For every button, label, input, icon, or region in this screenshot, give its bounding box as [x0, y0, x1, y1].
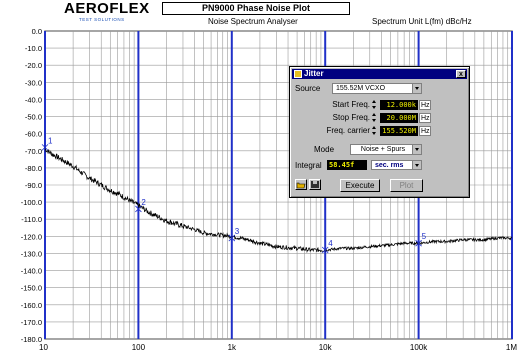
start-freq-input[interactable]: 12.000k: [380, 100, 418, 110]
plot-title: PN9000 Phase Noise Plot: [162, 2, 350, 15]
marker-label: 5: [422, 232, 427, 241]
marker-cross: [228, 234, 236, 242]
marker-label: 4: [328, 239, 333, 248]
aeroflex-logo: AEROFLEX TEST SOLUTIONS: [64, 0, 154, 22]
y-tick-label: -150.0: [21, 284, 42, 293]
start-freq-label: Start Freq.: [332, 100, 370, 109]
start-freq-unit: Hz: [419, 100, 431, 110]
y-tick-label: 0.0: [32, 27, 42, 36]
start-freq-spinner[interactable]: [372, 100, 377, 110]
y-tick-label: -180.0: [21, 335, 42, 344]
y-tick-label: -90.0: [25, 181, 42, 190]
y-tick-label: -80.0: [25, 164, 42, 173]
logo-subtext: TEST SOLUTIONS: [79, 17, 125, 22]
y-tick-label: -140.0: [21, 267, 42, 276]
stop-freq-label: Stop Freq.: [332, 113, 370, 122]
trace-layer: [44, 148, 513, 254]
x-tick-label: 10k: [319, 343, 333, 352]
y-tick-label: -20.0: [25, 61, 42, 70]
x-tick-label: 1M: [506, 343, 517, 352]
phase-noise-trace: [44, 148, 513, 254]
stop-freq-input[interactable]: 20.000M: [380, 113, 418, 123]
y-tick-label: -50.0: [25, 113, 42, 122]
y-tick-label: -100.0: [21, 198, 42, 207]
jitter-dialog: Jitter x Source 155.52M VCXO Start Freq.…: [289, 66, 470, 198]
marker-label: 2: [141, 198, 146, 207]
freq-carrier-spinner[interactable]: [372, 126, 377, 136]
y-tick-label: -110.0: [21, 215, 42, 224]
y-tick-label: -30.0: [25, 78, 42, 87]
y-tick-label: -60.0: [25, 130, 42, 139]
x-tick-label: 100k: [410, 343, 428, 352]
integral-label: Integral: [295, 161, 322, 170]
freq-carrier-label: Freq. carrier: [326, 126, 370, 135]
y-tick-label: -120.0: [21, 232, 42, 241]
integral-unit-select[interactable]: sec. rms: [371, 160, 422, 170]
x-tick-label: 100: [132, 343, 146, 352]
freq-carrier-input[interactable]: 155.520M: [380, 126, 418, 136]
source-label: Source: [295, 84, 321, 93]
marker-layer: 1 2 3 4 5: [41, 136, 427, 254]
chevron-down-icon: [412, 84, 421, 93]
execute-button[interactable]: Execute: [340, 179, 380, 192]
marker-cross: [415, 239, 422, 247]
chevron-down-icon: [412, 145, 421, 154]
marker-cross: [321, 246, 329, 254]
tick-labels: 0.0 -10.0 -20.0 -30.0 -40.0 -50.0 -60.0 -70.0 -8…: [21, 27, 518, 352]
save-button[interactable]: [309, 179, 321, 190]
mode-label: Mode: [314, 145, 335, 154]
freq-carrier-unit: Hz: [419, 126, 431, 136]
jitter-dialog-title: Jitter: [304, 69, 324, 78]
close-button[interactable]: x: [456, 70, 466, 78]
y-tick-label: -10.0: [25, 44, 42, 53]
jitter-dialog-titlebar[interactable]: Jitter x: [292, 69, 467, 79]
integral-value: 58.45f: [327, 160, 367, 170]
y-tick-label: -70.0: [25, 147, 42, 156]
plot-button[interactable]: Plot: [390, 179, 423, 192]
source-select[interactable]: 155.52M VCXO: [332, 83, 422, 94]
x-tick-label: 10: [39, 343, 48, 352]
y-tick-label: -160.0: [21, 301, 42, 310]
marker-label: 3: [235, 227, 240, 236]
logo-brand-text: AEROFLEX: [64, 0, 150, 17]
window-icon: [294, 70, 302, 78]
marker-label: 1: [48, 136, 53, 145]
integral-unit-value: sec. rms: [375, 162, 404, 169]
x-tick-label: 1k: [228, 343, 237, 352]
marker-cross: [41, 144, 49, 151]
spectrum-unit-label: Spectrum Unit L(fm) dBc/Hz: [372, 17, 472, 26]
y-tick-label: -40.0: [25, 95, 42, 104]
plot-subtitle: Noise Spectrum Analyser: [208, 17, 298, 26]
open-folder-button[interactable]: [295, 179, 307, 190]
y-tick-label: -130.0: [21, 249, 42, 258]
stop-freq-spinner[interactable]: [372, 113, 377, 123]
stop-freq-unit: Hz: [419, 113, 431, 123]
floppy-disk-icon: [311, 181, 319, 188]
marker-cross: [135, 205, 142, 213]
mode-value: Noise + Spurs: [360, 146, 406, 153]
chevron-down-icon: [412, 161, 421, 169]
source-value: 155.52M VCXO: [336, 85, 386, 92]
y-tick-label: -170.0: [21, 318, 42, 327]
mode-select[interactable]: Noise + Spurs: [350, 144, 422, 155]
folder-icon: [296, 182, 306, 189]
